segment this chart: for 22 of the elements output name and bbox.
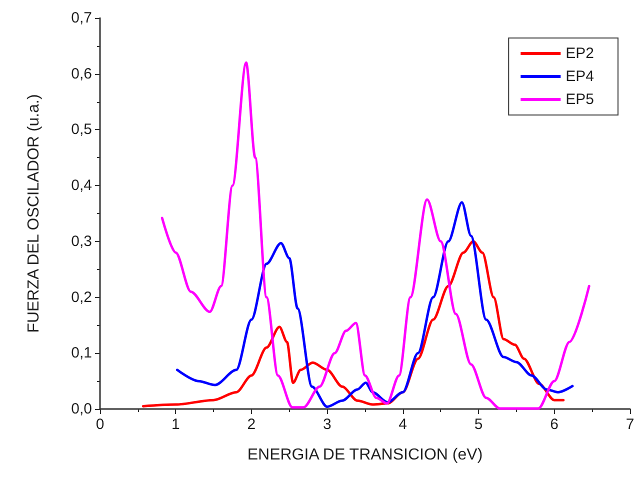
y-tick-label: 0,6 [71,65,92,82]
y-tick-label: 0,0 [71,400,92,418]
x-axis-title: ENERGIA DE TRANSICION (eV) [247,446,483,464]
y-axis-title: FUERZA DEL OSCILADOR (u.a.) [26,94,42,333]
x-tick-label: 7 [626,416,634,433]
x-tick-label: 5 [474,416,483,433]
legend-label: EP5 [566,91,594,108]
y-tick-label: 0,7 [71,10,92,26]
legend-label: EP4 [566,68,594,85]
x-tick-label: 0 [96,416,104,433]
y-tick-label: 0,2 [71,288,92,306]
x-tick-label: 2 [247,416,256,433]
y-tick-label: 0,4 [71,177,92,194]
x-tick-label: 1 [172,416,180,433]
x-tick-label: 4 [398,416,408,433]
line-series [176,201,574,408]
x-tick-label: 6 [550,416,558,433]
legend-label: EP2 [566,45,594,62]
y-tick-label: 0,5 [71,121,92,138]
y-tick-label: 0,3 [71,232,92,250]
x-tick-label: 3 [322,416,332,433]
y-tick-label: 0,1 [71,344,92,362]
